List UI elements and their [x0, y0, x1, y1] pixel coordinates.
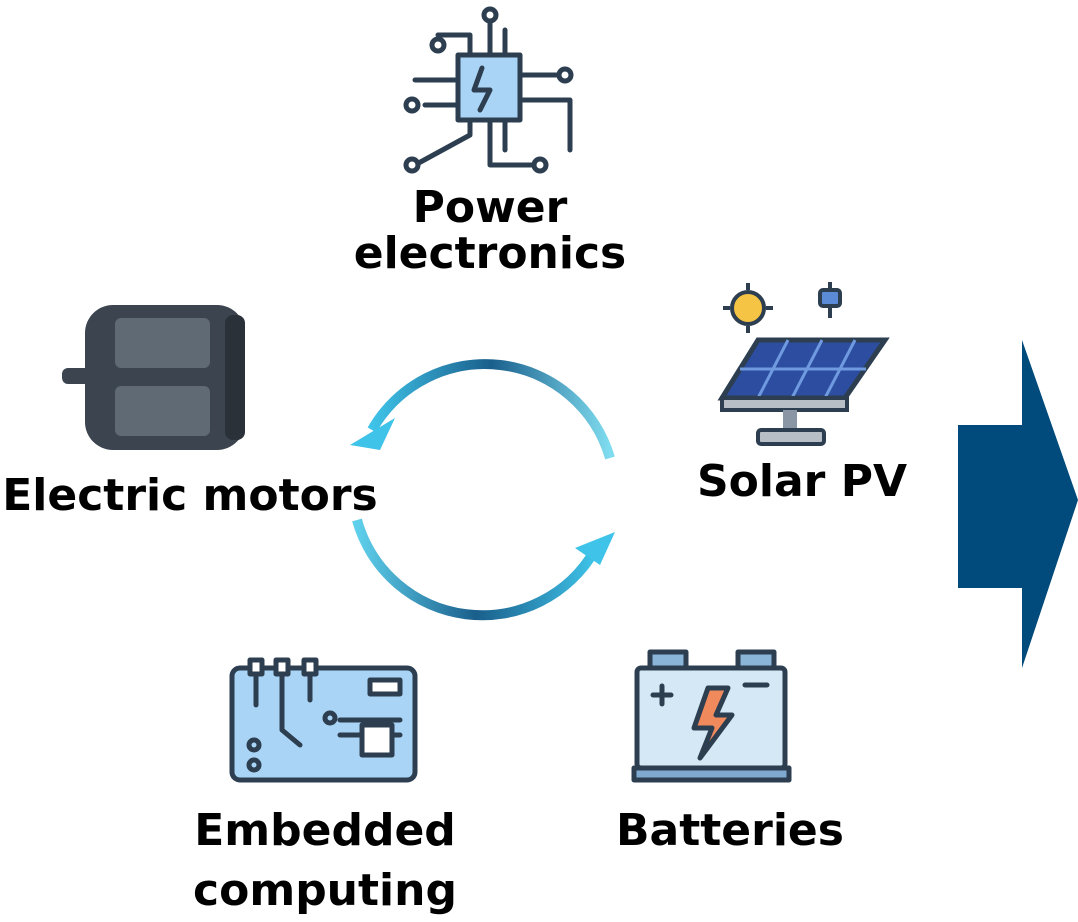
board-icon	[232, 660, 415, 780]
label-line: Embedded	[194, 805, 456, 856]
battery-icon	[634, 652, 789, 780]
node-label: Solar PV	[697, 456, 907, 507]
chip-icon	[406, 9, 571, 171]
cycle-arrows	[350, 364, 615, 615]
solar-icon	[722, 282, 885, 444]
node-label: Electric motors	[2, 470, 378, 521]
node-label: Batteries	[616, 805, 844, 856]
diagram: Powerelectronics Electric motors Solar P…	[0, 0, 1078, 922]
label-line: electronics	[354, 228, 627, 279]
big-arrow	[958, 340, 1078, 668]
label-line: Power	[413, 182, 568, 233]
label-line: computing	[193, 865, 457, 916]
node-label: Embedded computing	[193, 805, 457, 916]
motor-icon	[62, 305, 245, 450]
